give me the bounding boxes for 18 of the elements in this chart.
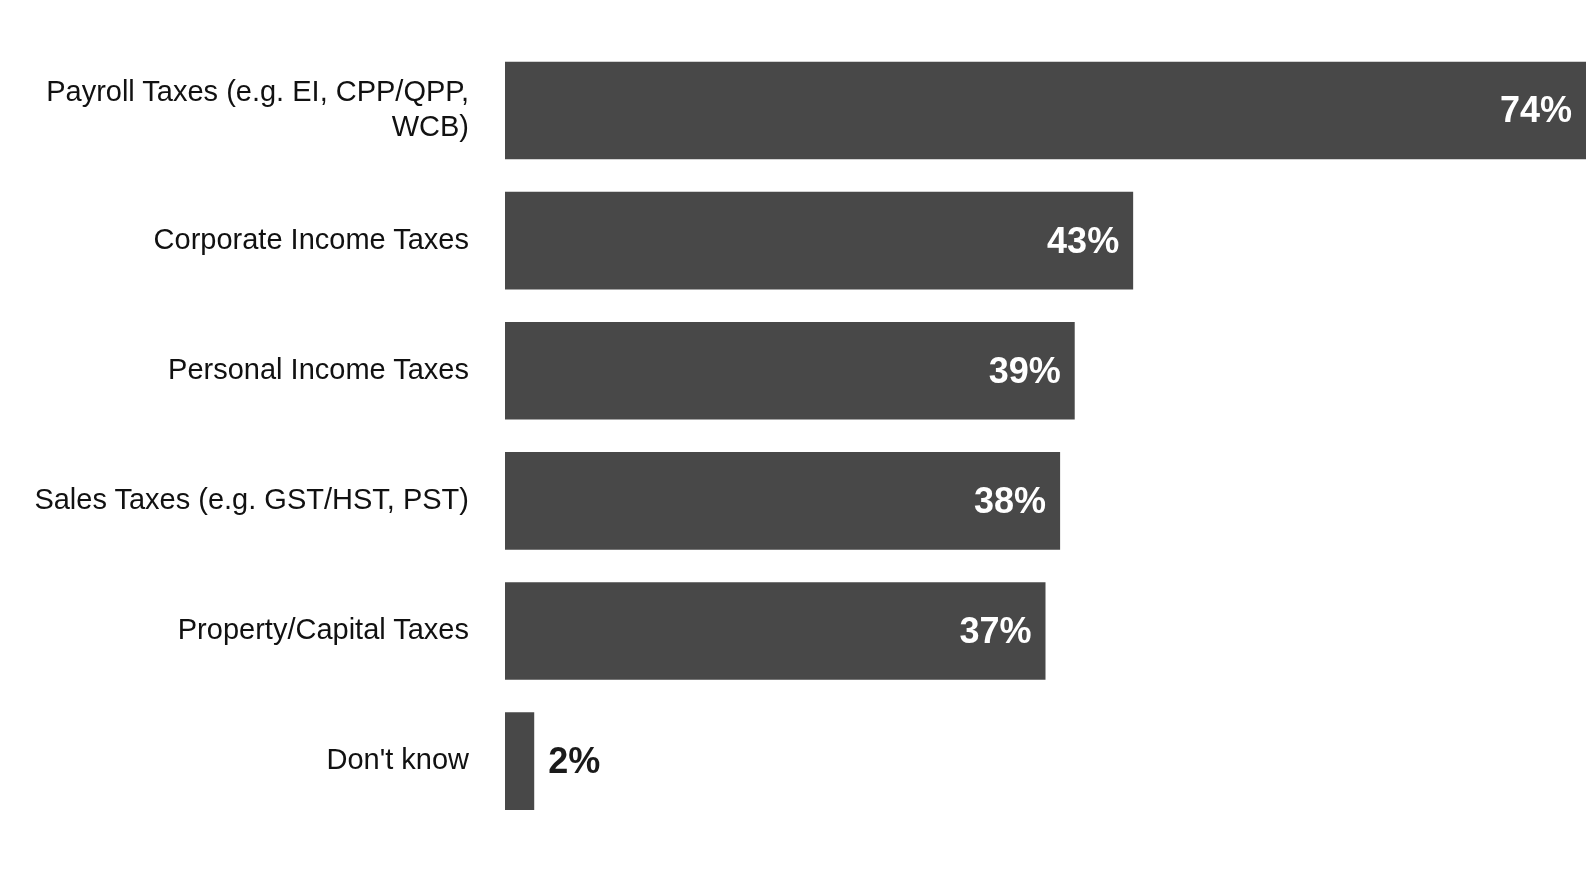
bar [505, 582, 1046, 680]
bar [505, 191, 1134, 290]
data-label: 74% [1499, 89, 1572, 131]
bar [505, 61, 1586, 160]
y-tick-label: Payroll Taxes (e.g. EI, CPP/QPP, WCB) [46, 75, 469, 142]
data-label: 2% [548, 740, 601, 782]
bar [505, 452, 1061, 550]
y-tick-label: Property/Capital Taxes [177, 613, 469, 645]
bar [505, 321, 1075, 420]
y-tick-label: Don't know [326, 743, 471, 776]
bar [505, 712, 535, 810]
data-label: 37% [959, 609, 1032, 651]
y-tick-label: Sales Taxes (e.g. GST/HST, PST) [34, 482, 469, 515]
data-label: 39% [988, 349, 1061, 391]
data-label: 38% [974, 479, 1047, 521]
data-label: 43% [1047, 219, 1120, 261]
y-tick-label: Corporate Income Taxes [153, 222, 469, 255]
y-tick-label: Personal Income Taxes [168, 352, 469, 385]
